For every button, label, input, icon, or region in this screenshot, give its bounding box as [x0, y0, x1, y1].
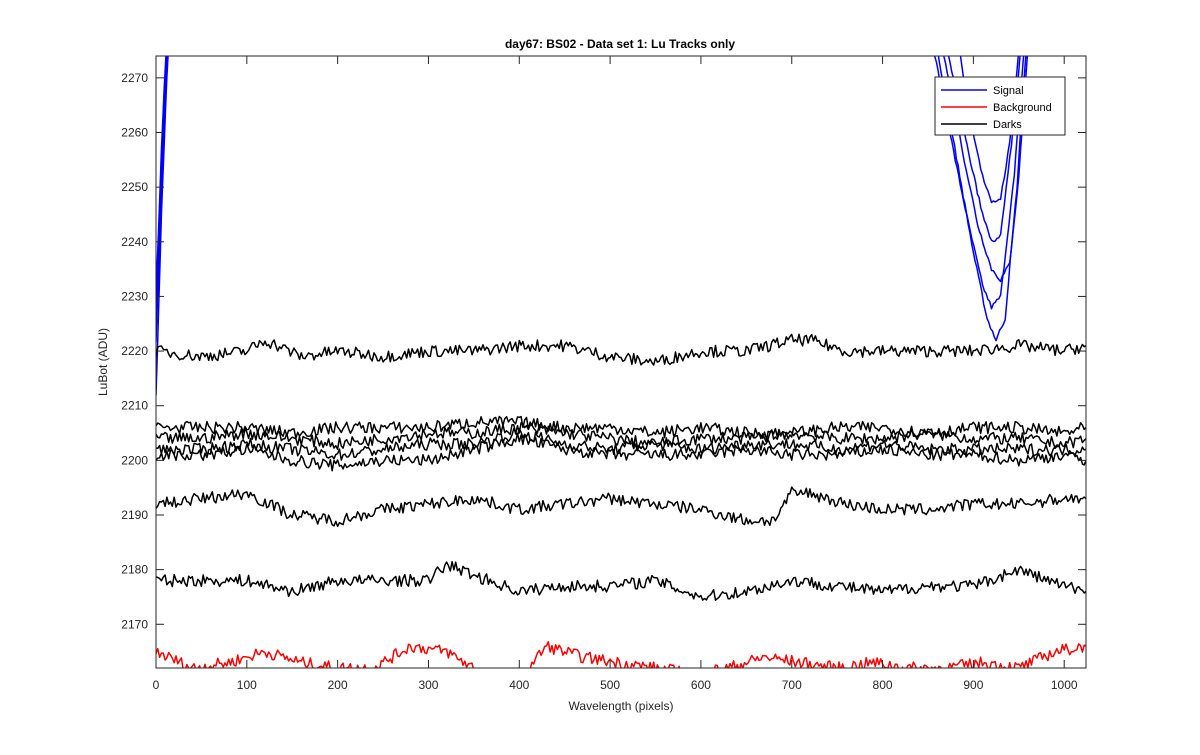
series-layer	[156, 56, 1086, 668]
series-line-darks-12	[156, 560, 1086, 601]
series-line-darks-9	[156, 427, 1086, 461]
x-tick-label: 700	[782, 678, 802, 692]
y-tick-label: 2240	[121, 235, 148, 249]
legend-label-background: Background	[993, 102, 1052, 114]
series-line-signal-1	[156, 56, 1027, 396]
series-line-signal-0	[156, 56, 1025, 343]
series-line-darks-11	[156, 486, 1086, 528]
y-tick-label: 2270	[121, 71, 148, 85]
series-line-darks-7	[156, 415, 1086, 440]
x-tick-label: 400	[509, 678, 529, 692]
series-line-background-5	[156, 641, 1086, 668]
series-line-darks-8	[156, 421, 1086, 451]
x-tick-label: 100	[237, 678, 257, 692]
series-line-darks-10	[156, 432, 1086, 472]
x-tick-label: 0	[153, 678, 160, 692]
x-tick-label: 1000	[1051, 678, 1078, 692]
series-line-signal-4	[156, 56, 1021, 308]
legend: Signal Background Darks	[934, 76, 1066, 136]
series-line-signal-3	[156, 56, 1020, 299]
y-tick-label: 2180	[121, 563, 148, 577]
series-line-darks-6	[156, 333, 1086, 366]
x-axis-label: Wavelength (pixels)	[569, 699, 674, 713]
y-tick-label: 2200	[121, 453, 148, 467]
y-tick-label: 2220	[121, 344, 148, 358]
series-line-signal-2	[156, 56, 1029, 318]
y-axis: 2170 2180 2190 2200 2210 2220 2230 2240 2250 2260…	[121, 71, 1086, 631]
x-tick-label: 600	[691, 678, 711, 692]
x-tick-label: 300	[418, 678, 438, 692]
x-tick-label: 200	[328, 678, 348, 692]
y-tick-label: 2230	[121, 289, 148, 303]
x-axis: 0 100 200 300 400 500 600 700 800 900 1000	[153, 56, 1078, 692]
legend-label-darks: Darks	[993, 119, 1022, 131]
y-tick-label: 2260	[121, 126, 148, 140]
x-tick-label: 500	[600, 678, 620, 692]
legend-box	[934, 76, 1066, 136]
chart-title: day67: BS02 - Data set 1: Lu Tracks only	[505, 37, 735, 51]
y-axis-label: LuBot (ADU)	[96, 328, 110, 396]
y-tick-label: 2170	[121, 617, 148, 631]
y-tick-label: 2190	[121, 508, 148, 522]
y-tick-label: 2250	[121, 180, 148, 194]
y-tick-label: 2210	[121, 399, 148, 413]
plot-area-frame	[155, 55, 1087, 669]
x-tick-label: 800	[873, 678, 893, 692]
x-tick-label: 900	[963, 678, 983, 692]
legend-label-signal: Signal	[993, 85, 1024, 97]
